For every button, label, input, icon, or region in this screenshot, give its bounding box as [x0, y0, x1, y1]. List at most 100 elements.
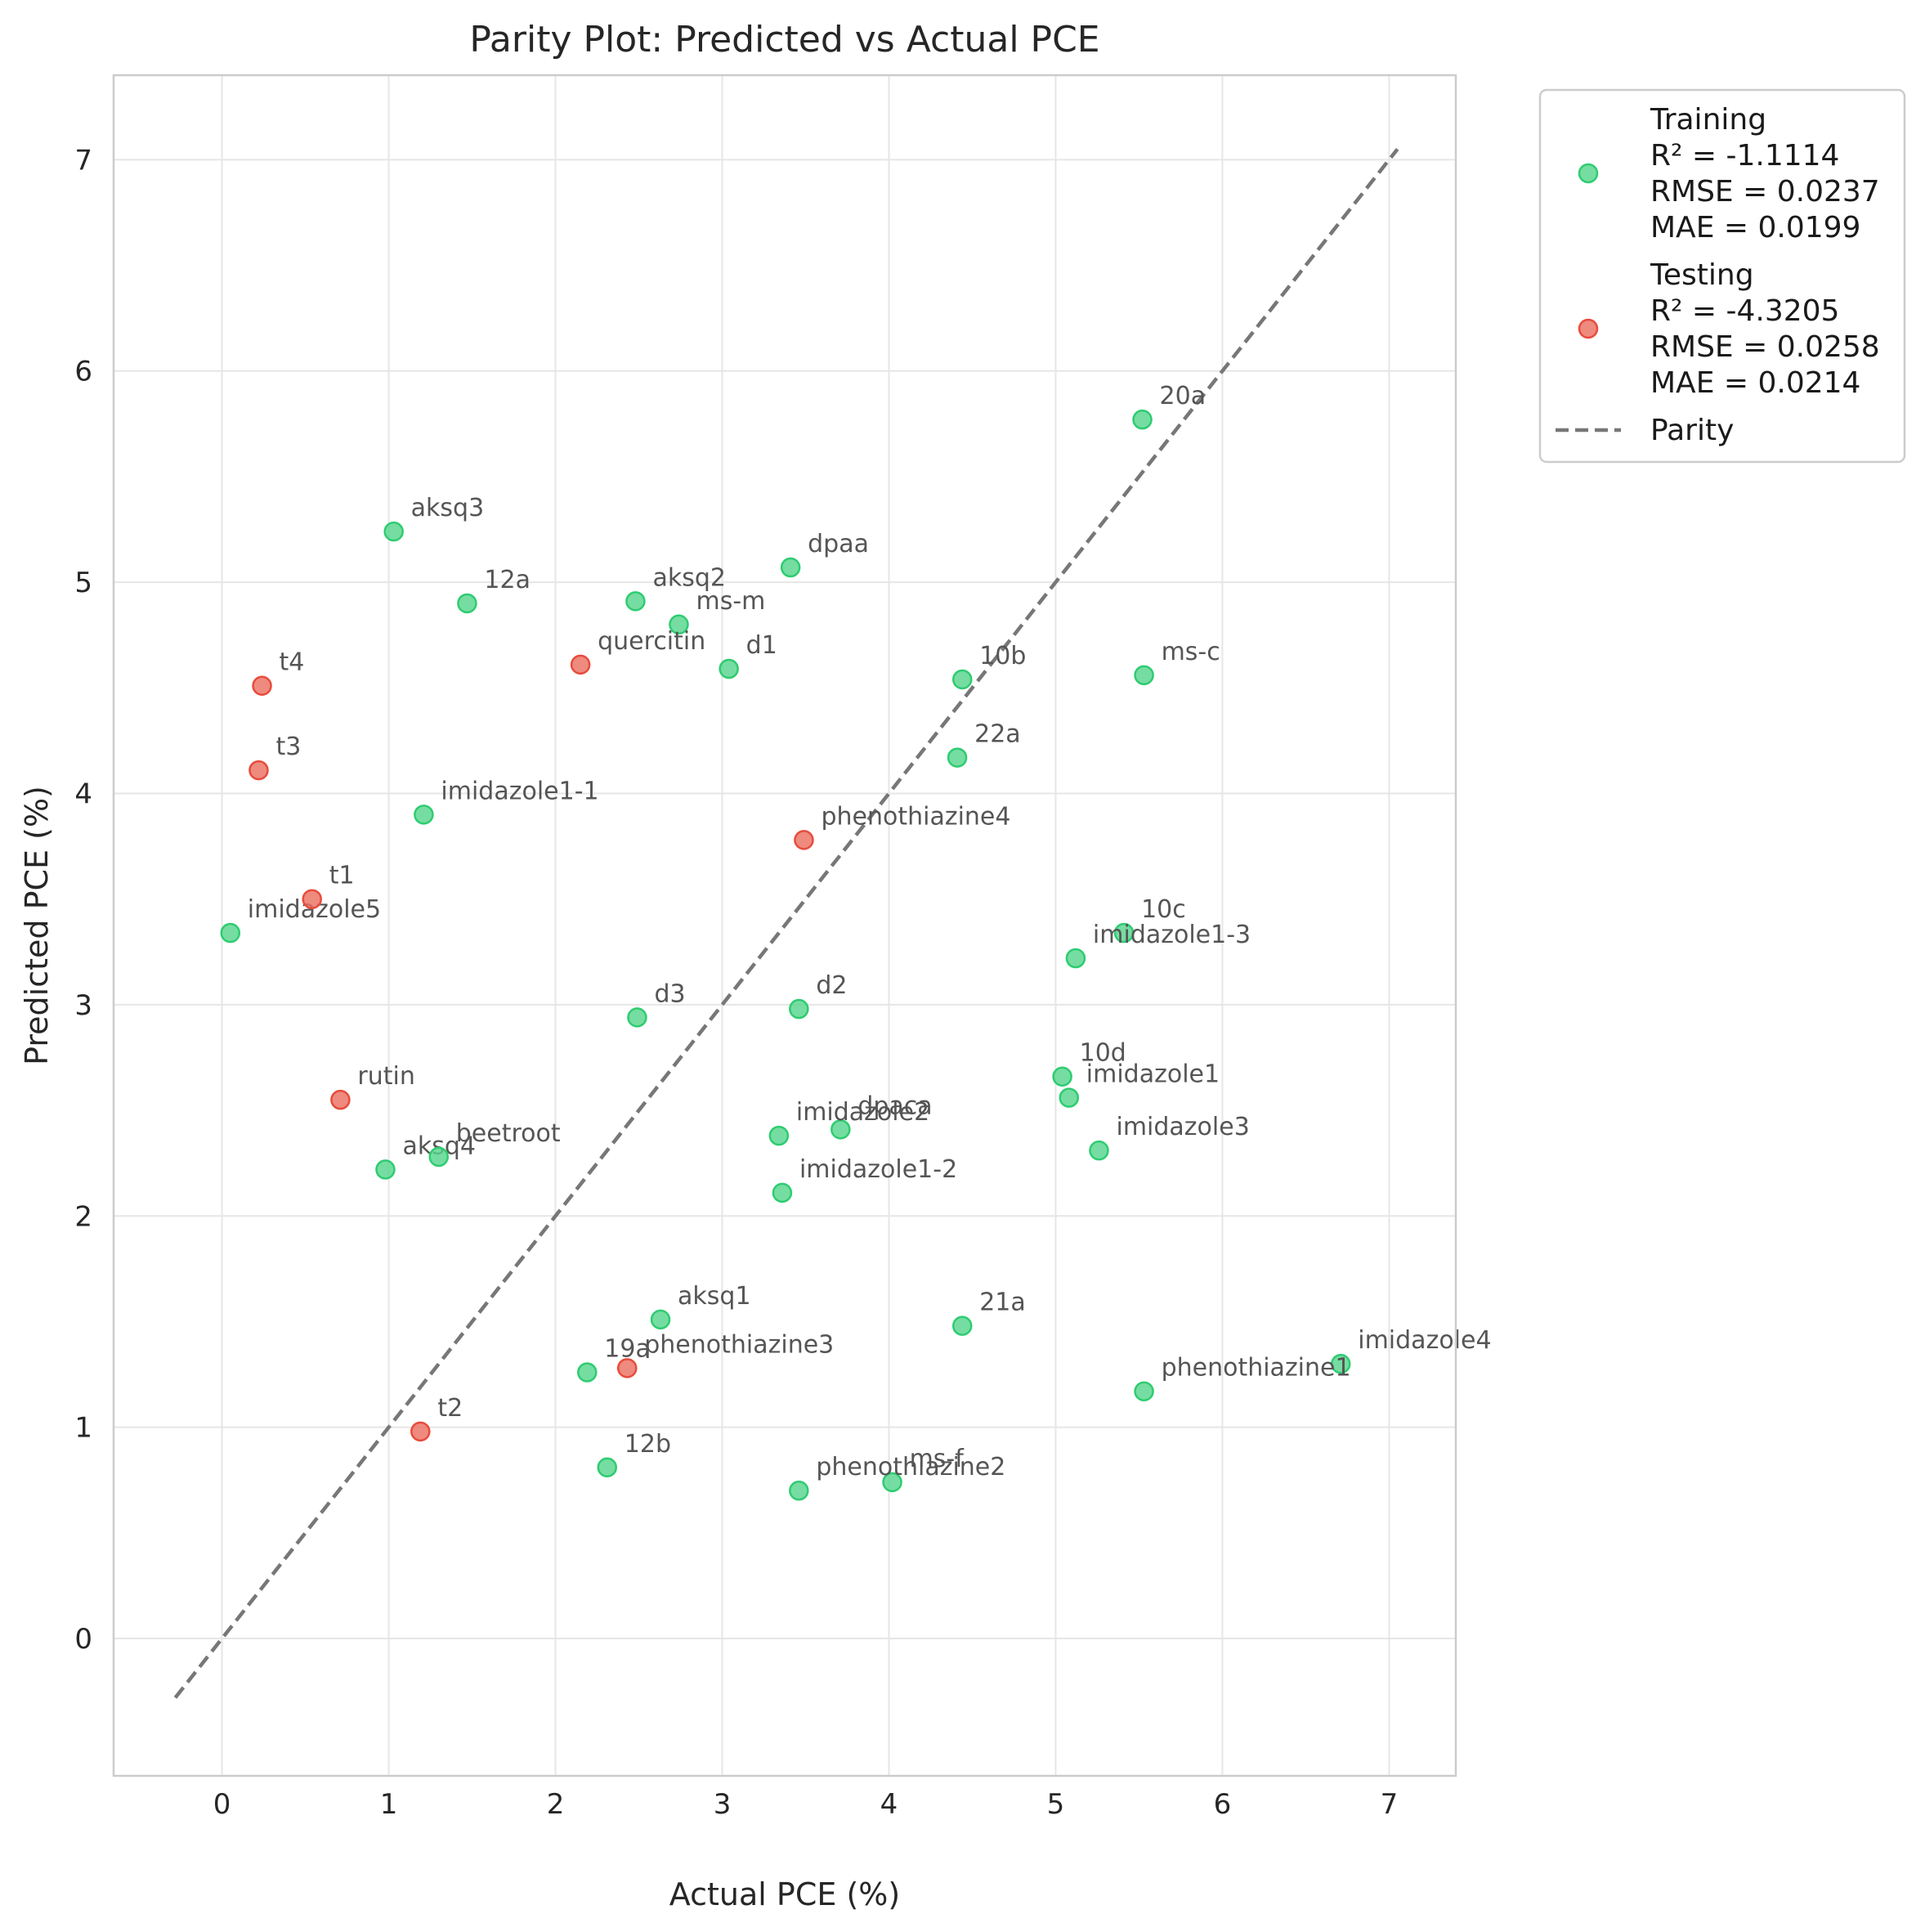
parity-line: [173, 148, 1399, 1699]
training-point: [577, 1362, 598, 1383]
training-point: [1134, 1381, 1154, 1401]
x-tick-label: 6: [1214, 1788, 1232, 1821]
training-point: [414, 805, 434, 825]
point-label: phenothiazine1: [1162, 1354, 1351, 1383]
testing-point: [616, 1358, 638, 1378]
testing-point: [248, 760, 269, 781]
point-label: ms-f: [910, 1445, 965, 1473]
training-point: [1134, 665, 1154, 686]
testing-point: [410, 1421, 431, 1442]
y-tick-label: 6: [74, 356, 92, 388]
legend-box: [1538, 88, 1906, 464]
training-point: [768, 1125, 790, 1146]
point-label: 10b: [979, 642, 1026, 670]
parity-line-group: [173, 148, 1399, 1699]
training-point: [830, 1119, 851, 1140]
point-label: 22a: [974, 720, 1021, 749]
training-point: [951, 1316, 973, 1336]
testing-point: [570, 654, 591, 675]
x-tick-label: 2: [547, 1788, 565, 1821]
training-point: [789, 1480, 809, 1501]
testing-point: [252, 675, 272, 696]
training-point: [1059, 1087, 1080, 1108]
plot-frame: [112, 74, 1457, 1777]
training-point: [627, 1007, 647, 1028]
point-label: ms-c: [1162, 638, 1220, 666]
point-label: d1: [746, 631, 777, 660]
point-label: imidazole1-2: [799, 1155, 957, 1184]
point-label: 10d: [1080, 1039, 1126, 1068]
point-label: dpaca: [857, 1092, 932, 1120]
training-point: [1065, 948, 1086, 969]
testing-point: [794, 830, 814, 850]
training-point: [1331, 1353, 1351, 1374]
y-tick-label: 1: [74, 1412, 92, 1445]
point-label: imidazole2: [796, 1098, 929, 1127]
point-label: 10c: [1141, 895, 1186, 924]
x-axis-label: Actual PCE (%): [669, 1876, 900, 1912]
point-label: imidazole1-1: [441, 777, 598, 805]
training-point: [375, 1159, 396, 1180]
training-point: [882, 1472, 902, 1493]
y-axis-label: Predicted PCE (%): [19, 786, 55, 1065]
x-tick-label: 4: [880, 1788, 898, 1821]
y-tick-label: 5: [74, 567, 92, 599]
x-tick-label: 7: [1381, 1788, 1399, 1821]
training-point: [650, 1309, 671, 1330]
legend-entry-text: Testing: [1650, 258, 1754, 292]
testing-legend-marker: [1578, 318, 1599, 339]
training-point: [457, 593, 477, 614]
training-point: [1052, 1066, 1072, 1087]
training-point: [625, 591, 646, 612]
y-axis-ticks: 0 1 2 3 4 5 6 7: [74, 144, 92, 1656]
point-label: imidazole3: [1116, 1113, 1249, 1141]
legend-entry-text: RMSE = 0.0237: [1650, 175, 1880, 208]
x-tick-label: 3: [714, 1788, 732, 1821]
y-tick-label: 3: [74, 989, 92, 1022]
legend-entry-text: Training: [1650, 103, 1766, 137]
legend-entry-text: R² = -4.3205: [1650, 294, 1839, 328]
y-tick-label: 7: [74, 144, 92, 177]
training-point: [780, 557, 801, 578]
point-label: imidazole4: [1358, 1326, 1491, 1355]
point-label: 12b: [625, 1430, 671, 1459]
training-point: [597, 1457, 618, 1478]
point-label: quercitin: [598, 627, 705, 656]
point-label: dpaa: [808, 530, 869, 558]
x-tick-label: 1: [380, 1788, 398, 1821]
training-point: [951, 669, 973, 690]
point-label: aksq1: [678, 1282, 751, 1311]
testing-point: [302, 889, 322, 909]
point-label: aksq2: [652, 563, 726, 592]
point-label: rutin: [357, 1062, 414, 1091]
point-label: phenothiazine2: [816, 1453, 1005, 1481]
training-point: [1113, 922, 1135, 944]
x-axis-ticks: 0 1 2 3 4 5 6 7: [213, 1788, 1398, 1821]
training-point: [789, 998, 809, 1020]
point-label: phenothiazine4: [821, 802, 1010, 831]
training-point: [428, 1146, 450, 1168]
legend-entry-text: MAE = 0.0214: [1650, 366, 1860, 400]
chart-title: Parity Plot: Predicted vs Actual PCE: [469, 19, 1099, 61]
point-label: t1: [329, 862, 355, 890]
point-label: t2: [437, 1394, 463, 1423]
training-point: [669, 614, 689, 635]
point-label: t3: [275, 733, 301, 761]
point-label: 20a: [1160, 382, 1206, 410]
training-point: [772, 1182, 793, 1204]
point-label: 21a: [979, 1289, 1026, 1317]
training-point: [1132, 409, 1153, 430]
training-point: [719, 658, 739, 679]
x-tick-label: 0: [213, 1788, 231, 1821]
x-tick-label: 5: [1047, 1788, 1065, 1821]
training-point: [383, 521, 404, 542]
training-point: [947, 747, 968, 768]
point-label: d3: [654, 979, 685, 1008]
training-point: [220, 922, 241, 944]
training-legend-marker: [1578, 163, 1599, 184]
legend-entry-text: RMSE = 0.0258: [1650, 330, 1880, 364]
legend-entry-text: MAE = 0.0199: [1650, 211, 1860, 244]
